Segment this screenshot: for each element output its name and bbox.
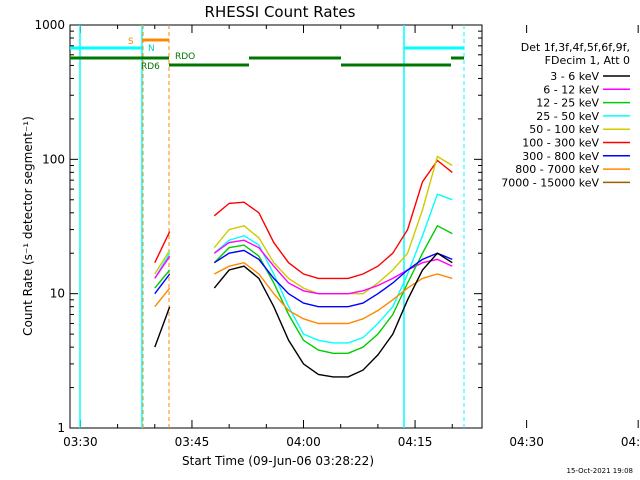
x-axis-label: Start Time (09-Jun-06 03:28:22) [182,454,374,468]
legend-entry-label: 3 - 6 keV [550,70,599,83]
legend-entry-label: 100 - 300 keV [522,137,599,150]
flag-bars: S N RD6 RDO [70,37,464,72]
legend-entry-label: 12 - 25 keV [536,97,599,110]
y-tick-label: 100 [42,152,65,166]
series-line-1-segment-1 [213,155,453,295]
plot-border [69,24,483,429]
legend-header-2: FDecim 1, Att 0 [545,54,630,67]
y-tick-label: 1000 [34,18,65,32]
legend-entry-label: 25 - 50 keV [536,110,599,123]
series-line-1-segment-0 [154,250,171,275]
y-axis-label: Count Rate (s⁻¹ detector segment⁻¹) [21,116,35,336]
plot-frame [69,24,483,429]
flag-label-rdo: RDO [175,52,195,62]
y-axis: 1 10 100 1000 [34,18,482,435]
series-line-7-segment-0 [154,306,171,348]
y-tick-label: 1 [57,421,65,435]
series-line-6-segment-1 [213,261,453,325]
flag-label-n: N [148,44,155,54]
legend-entry-label: 300 - 800 keV [522,150,599,163]
x-tick-label: 03:45 [175,435,210,449]
legend-entry-label: 7000 - 15000 keV [501,176,599,189]
series-line-6-segment-0 [154,287,171,308]
series-line-0-segment-0 [154,231,171,264]
x-tick-label: 04:45 [621,435,640,449]
series-line-4-segment-1 [213,224,453,354]
series-line-5-segment-1 [213,249,453,308]
y-tick-label: 10 [50,287,65,301]
series-layer [154,155,453,378]
legend-header-1: Det 1f,3f,4f,5f,6f,9f, [521,41,630,54]
legend: Det 1f,3f,4f,5f,6f,9f, FDecim 1, Att 0 3… [501,41,630,189]
flag-label-s: S [128,37,134,47]
series-line-4-segment-0 [154,269,171,289]
series-line-3-segment-1 [213,239,453,295]
x-tick-label: 04:15 [398,435,433,449]
x-tick-label: 04:00 [286,435,321,449]
vertical-markers [79,25,465,428]
series-line-5-segment-0 [154,273,171,295]
legend-entry-label: 6 - 12 keV [543,83,599,96]
series-line-2-segment-1 [213,193,453,344]
footer-date: 15-Oct-2021 19:08 [567,467,633,475]
series-line-3-segment-0 [154,255,171,279]
series-line-7-segment-1 [213,252,453,378]
flag-label-rd6: RD6 [141,62,160,72]
chart-title: RHESSI Count Rates [205,3,356,21]
series-line-0-segment-1 [213,159,453,280]
x-tick-label: 03:30 [63,435,98,449]
legend-entry-label: 50 - 100 keV [529,123,599,136]
x-tick-label: 04:30 [509,435,544,449]
legend-entry-label: 800 - 7000 keV [515,163,599,176]
